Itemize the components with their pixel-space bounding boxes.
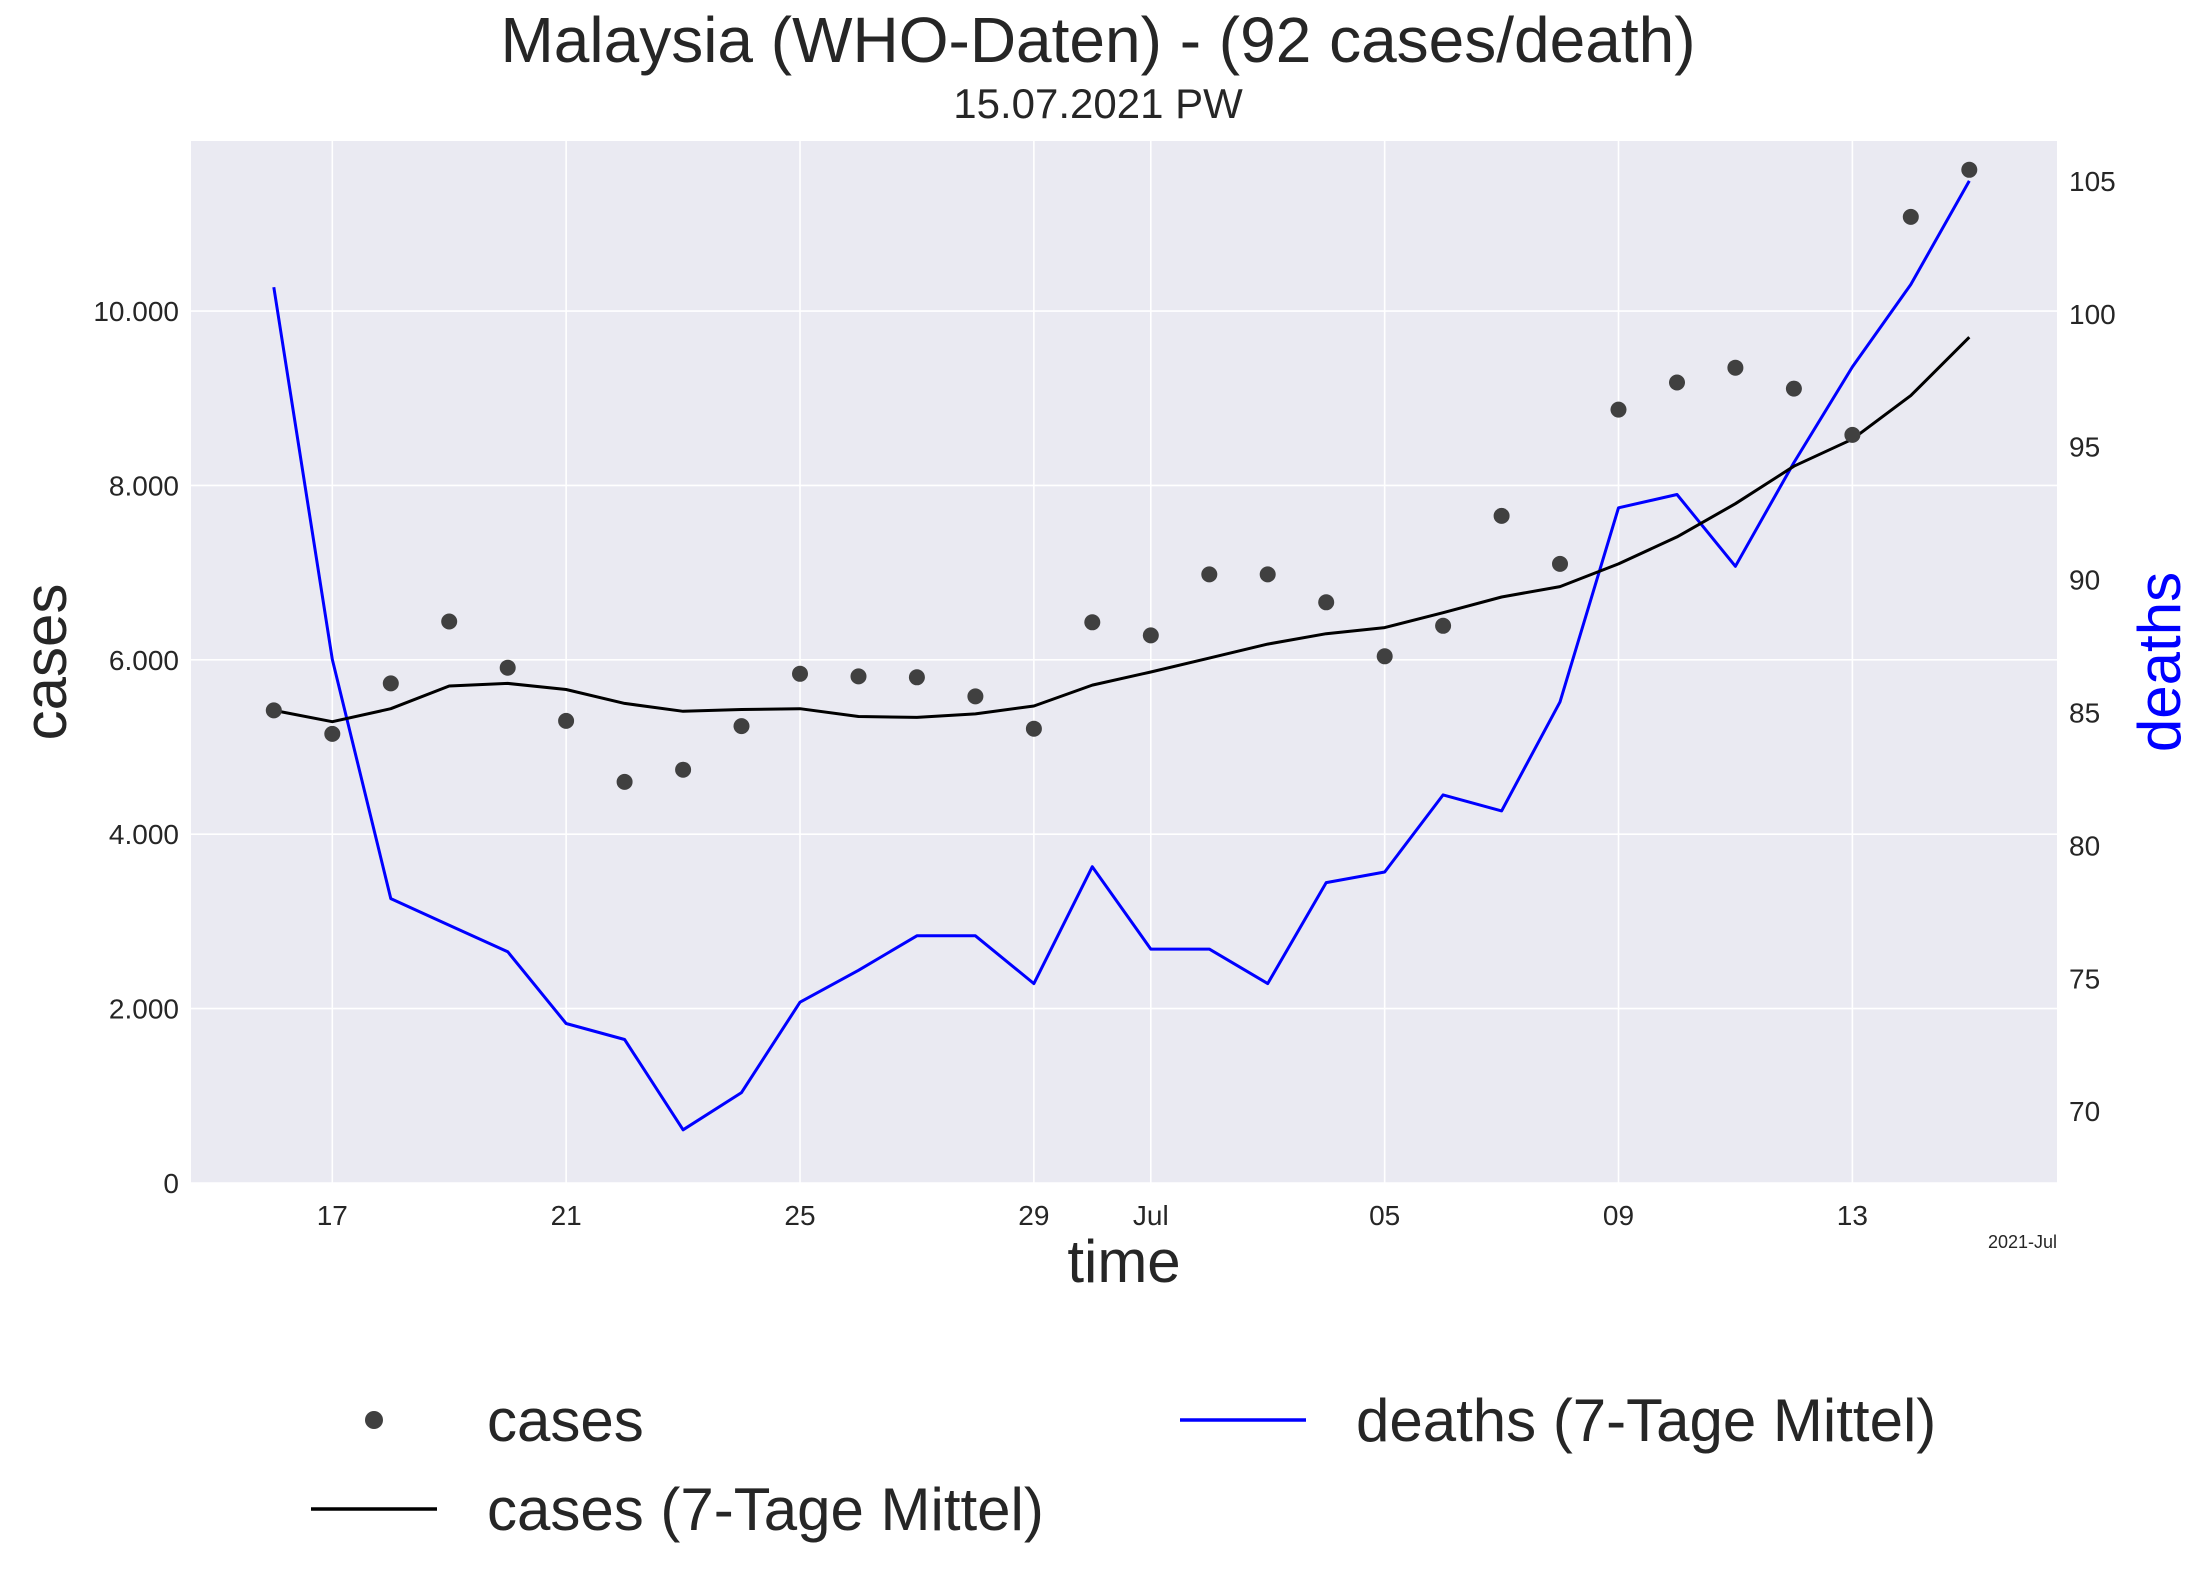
y-axis-ticks: 0 2.000 4.000 6.000 8.000 10.000: [93, 296, 179, 1199]
plot-marks: [265, 161, 1978, 1132]
cases-point: [1259, 566, 1276, 583]
cases-point: [382, 675, 399, 692]
chart-subtitle: 15.07.2021 PW: [953, 80, 1243, 127]
cases-point: [1902, 208, 1919, 225]
x-tick-label: 25: [784, 1200, 815, 1231]
cases-point: [967, 688, 984, 705]
plot-area: [191, 141, 2057, 1183]
y-tick-label: 6.000: [109, 645, 179, 676]
legend-label-cases: cases: [487, 1387, 644, 1454]
y2-tick-label: 70: [2069, 1096, 2100, 1127]
legend-label-deaths-avg: deaths (7-Tage Mittel): [1356, 1387, 1936, 1454]
y2-axis-label: deaths: [2126, 572, 2193, 752]
cases-point: [1084, 614, 1101, 631]
cases-point: [1727, 359, 1744, 376]
y2-tick-label: 105: [2069, 166, 2116, 197]
x-axis-ticks: 17 21 25 29 Jul 05 09 13: [317, 1200, 1868, 1231]
y2-tick-label: 95: [2069, 432, 2100, 463]
legend-marker-cases: [365, 1411, 383, 1429]
y-tick-label: 4.000: [109, 819, 179, 850]
chart-title: Malaysia (WHO-Daten) - (92 cases/death): [500, 4, 1695, 76]
grid-lines: [191, 141, 2057, 1184]
y-tick-label: 0: [163, 1168, 179, 1199]
cases-point: [1142, 627, 1159, 644]
x-tick-label: 13: [1837, 1200, 1868, 1231]
y2-tick-label: 100: [2069, 299, 2116, 330]
cases-point: [908, 669, 925, 686]
x-tick-label: 21: [551, 1200, 582, 1231]
cases-point: [324, 725, 341, 742]
cases-point: [616, 773, 633, 790]
x-axis-label: time: [1067, 1228, 1180, 1295]
y-axis-label: cases: [12, 584, 79, 741]
y2-tick-label: 85: [2069, 698, 2100, 729]
y2-tick-label: 75: [2069, 963, 2100, 994]
cases-point: [1025, 720, 1042, 737]
cases-point: [441, 613, 458, 630]
cases-point: [1961, 161, 1978, 178]
cases-point: [850, 668, 867, 685]
cases-avg-line: [273, 336, 1971, 724]
cases-point: [1785, 380, 1802, 397]
legend-label-cases-avg: cases (7-Tage Mittel): [487, 1476, 1044, 1543]
y-tick-label: 10.000: [93, 296, 179, 327]
y2-tick-label: 80: [2069, 830, 2100, 861]
cases-point: [499, 659, 516, 676]
deaths-avg-line: [272, 180, 1971, 1132]
cases-point: [1844, 426, 1861, 443]
cases-point: [1493, 507, 1510, 524]
cases-point: [1376, 648, 1393, 665]
cases-point: [1610, 401, 1627, 418]
legend: cases cases (7-Tage Mittel) deaths (7-Ta…: [311, 1387, 1936, 1543]
cases-point: [1201, 566, 1218, 583]
cases-point: [1318, 594, 1335, 611]
y-tick-label: 8.000: [109, 470, 179, 501]
cases-point: [265, 702, 282, 719]
y2-tick-label: 90: [2069, 565, 2100, 596]
cases-point: [1552, 555, 1568, 572]
cases-point: [1669, 374, 1685, 391]
cases-point: [675, 761, 692, 778]
cases-point: [1435, 617, 1452, 634]
cases-point: [792, 665, 808, 682]
x-tick-label: 05: [1369, 1200, 1400, 1231]
x-tick-label: 09: [1603, 1200, 1634, 1231]
cases-point: [733, 718, 750, 735]
x-tick-label: 29: [1018, 1200, 1049, 1231]
x-axis-offset-label: 2021-Jul: [1988, 1232, 2057, 1252]
cases-point: [558, 712, 575, 729]
x-tick-label: Jul: [1133, 1200, 1169, 1231]
x-tick-label: 17: [317, 1200, 348, 1231]
y2-axis-ticks: 70 75 80 85 90 95 100 105: [2069, 166, 2116, 1127]
y-tick-label: 2.000: [109, 994, 179, 1025]
